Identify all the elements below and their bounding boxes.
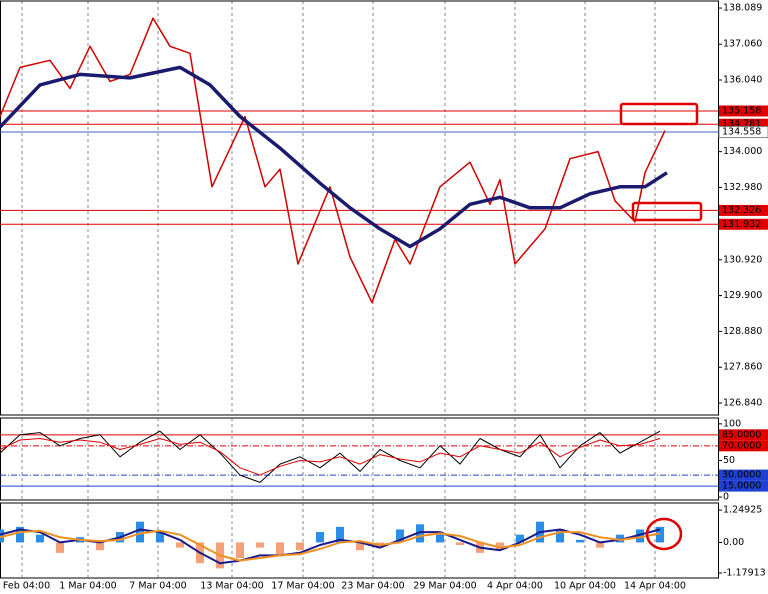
histogram-bar [576, 539, 584, 543]
y-tick-label: 138.089 [723, 3, 762, 14]
histogram-bar [516, 534, 524, 543]
x-tick-label: 29 Mar 04:00 [413, 581, 476, 592]
histogram-bar [396, 529, 404, 543]
histogram-bar [336, 526, 344, 543]
level-label-bg [719, 218, 768, 230]
y-tick-label: 134.000 [723, 146, 762, 157]
x-tick-label: 1 Mar 04:00 [59, 581, 116, 592]
x-tick-label: 13 Mar 04:00 [200, 581, 263, 592]
level-label: 132.326 [722, 205, 761, 216]
y-tick-label: 127.860 [723, 362, 762, 373]
y-tick-label: 1.24925 [723, 505, 762, 516]
histogram-bar [316, 532, 324, 543]
x-tick-label: 17 Mar 04:00 [271, 581, 334, 592]
level-label-bg [719, 204, 768, 216]
histogram-bar [16, 526, 24, 543]
histogram-bar [596, 542, 604, 548]
y-tick-label: 126.840 [723, 398, 762, 409]
level-label-bg [719, 440, 768, 452]
level-label-bg [719, 105, 768, 117]
histogram-bar [356, 542, 364, 551]
series-line [0, 529, 661, 562]
y-tick-label: 132.980 [723, 182, 762, 193]
annotations [619, 102, 703, 551]
y-tick-label: 0.00 [723, 537, 744, 548]
histogram-bar [96, 542, 104, 551]
x-tick-label: 14 Apr 04:00 [624, 581, 686, 592]
y-tick-label: 129.900 [723, 290, 762, 301]
level-label: 134.558 [722, 127, 761, 138]
y-tick-label: 100 [723, 418, 741, 429]
level-label: 15.0000 [722, 481, 761, 492]
highlight-ellipse [645, 517, 683, 551]
x-tick-label: 4 Apr 04:00 [487, 581, 543, 592]
x-tick-label: 23 Mar 04:00 [341, 581, 404, 592]
y-tick-label: 137.060 [723, 39, 762, 50]
highlight-box [619, 102, 699, 126]
histogram-bar [616, 534, 624, 543]
histogram-bar [156, 532, 164, 543]
series-line [0, 17, 666, 304]
histogram-bar [276, 542, 284, 556]
histogram-bar [636, 529, 644, 543]
level-label-bg [719, 429, 768, 441]
histogram-bar [176, 542, 184, 548]
histogram-bar [456, 542, 464, 546]
y-tick-label: 136.040 [723, 75, 762, 86]
x-tick-label: 8 Feb 04:00 [0, 581, 50, 592]
level-label-bg [719, 480, 768, 492]
y-tick-label: -1.17913 [723, 568, 766, 579]
series-line [0, 438, 661, 476]
panel-frame [0, 0, 719, 416]
histogram-bar [256, 542, 264, 548]
histogram-bar [36, 534, 44, 543]
level-label: 30.0000 [722, 470, 761, 481]
histogram-bar [436, 534, 444, 543]
y-tick-label: 128.880 [723, 326, 762, 337]
histogram-bar [136, 521, 144, 543]
level-label: 85.0000 [722, 429, 761, 440]
series-line [0, 65, 668, 249]
highlight-box [631, 201, 703, 222]
histogram-bar [416, 524, 424, 543]
level-label-bg [719, 118, 768, 130]
histogram-bar [236, 542, 244, 559]
x-tick-label: 7 Mar 04:00 [129, 581, 186, 592]
level-label: 134.781 [722, 119, 761, 130]
level-label: 70.0000 [722, 440, 761, 451]
histogram-bar [296, 542, 304, 551]
level-label: 131.932 [722, 219, 761, 230]
level-label-bg [718, 126, 768, 139]
x-tick-label: 10 Apr 04:00 [554, 581, 616, 592]
level-label: 135.158 [722, 105, 761, 116]
histogram-bar [56, 542, 64, 553]
histogram-bar [556, 529, 564, 543]
y-tick-label: 130.920 [723, 254, 762, 265]
y-tick-label: 50 [723, 455, 735, 466]
histogram-bar [496, 542, 504, 551]
y-tick-label: 0 [723, 492, 729, 503]
panel-frame [0, 417, 719, 501]
histogram-bar [656, 526, 664, 543]
level-label-bg [719, 469, 768, 481]
